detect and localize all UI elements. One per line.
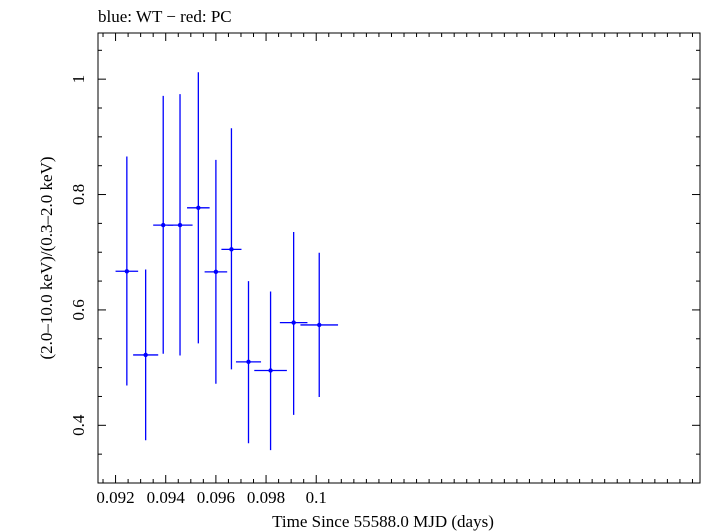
x-tick-label: 0.092 [96, 488, 134, 507]
data-point [161, 222, 166, 228]
plot-frame [97, 32, 701, 484]
y-axis-label: (2.0–10.0 keV)/(0.3–2.0 keV) [37, 156, 56, 359]
data-point [317, 322, 322, 328]
y-tick-labels: 0.4 0.6 0.8 1 [69, 75, 88, 436]
data-point [196, 205, 201, 211]
data-point [291, 320, 296, 325]
x-tick-label: 0.096 [197, 488, 235, 507]
y-tick-label: 0.6 [69, 299, 88, 320]
chart-title: blue: WT − red: PC [98, 7, 232, 26]
data-point [177, 222, 183, 228]
data-point [268, 368, 273, 373]
y-tick-label: 0.4 [69, 414, 88, 436]
data-point [229, 247, 234, 252]
data-point [213, 269, 219, 275]
x-tick-label: 0.094 [147, 488, 186, 507]
data-point [143, 352, 148, 358]
y-tick-label: 0.8 [69, 184, 88, 205]
y-tick-label: 1 [69, 75, 88, 84]
x-tick-label: 0.098 [247, 488, 285, 507]
data-point [124, 269, 130, 274]
axis-ticks [98, 33, 700, 484]
x-axis-label: Time Since 55588.0 MJD (days) [272, 512, 494, 531]
data-point [246, 359, 251, 365]
x-tick-label: 0.1 [306, 488, 327, 507]
x-tick-labels: 0.092 0.094 0.096 0.098 0.1 [96, 488, 326, 507]
data-series-wt [115, 72, 339, 451]
